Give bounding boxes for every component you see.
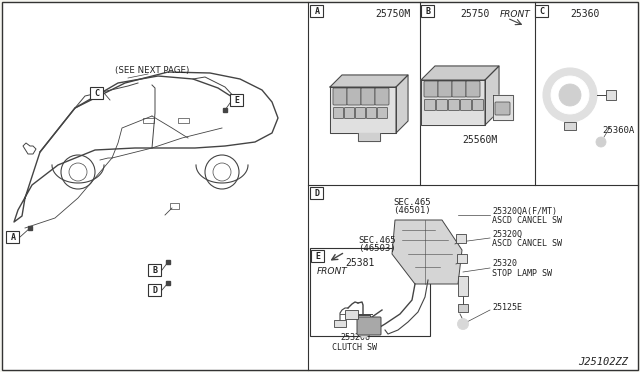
Text: (SEE NEXT PAGE): (SEE NEXT PAGE) bbox=[115, 65, 189, 74]
FancyBboxPatch shape bbox=[375, 88, 389, 105]
FancyBboxPatch shape bbox=[456, 234, 466, 243]
Polygon shape bbox=[421, 66, 499, 80]
FancyBboxPatch shape bbox=[457, 254, 467, 263]
Text: 25125E: 25125E bbox=[492, 302, 522, 311]
Circle shape bbox=[551, 76, 589, 114]
FancyBboxPatch shape bbox=[438, 81, 452, 97]
Text: 25360: 25360 bbox=[570, 9, 600, 19]
Text: 25750M: 25750M bbox=[375, 9, 410, 19]
Text: 25360A: 25360A bbox=[602, 125, 634, 135]
FancyBboxPatch shape bbox=[6, 231, 19, 243]
Circle shape bbox=[543, 68, 597, 122]
Text: (46501): (46501) bbox=[393, 205, 431, 215]
FancyBboxPatch shape bbox=[333, 108, 344, 119]
Text: 25320Q: 25320Q bbox=[492, 230, 522, 238]
Polygon shape bbox=[485, 66, 499, 125]
FancyBboxPatch shape bbox=[535, 5, 548, 17]
Text: 25750: 25750 bbox=[460, 9, 490, 19]
FancyBboxPatch shape bbox=[452, 81, 466, 97]
FancyBboxPatch shape bbox=[310, 248, 430, 336]
Polygon shape bbox=[493, 95, 513, 120]
Circle shape bbox=[596, 137, 606, 147]
Text: B: B bbox=[152, 266, 157, 275]
FancyBboxPatch shape bbox=[361, 88, 375, 105]
FancyBboxPatch shape bbox=[355, 108, 365, 119]
FancyBboxPatch shape bbox=[230, 94, 243, 106]
FancyBboxPatch shape bbox=[421, 5, 434, 17]
Circle shape bbox=[251, 108, 265, 122]
FancyBboxPatch shape bbox=[170, 203, 179, 209]
FancyBboxPatch shape bbox=[367, 108, 376, 119]
Text: A: A bbox=[314, 7, 319, 16]
FancyBboxPatch shape bbox=[148, 264, 161, 276]
FancyBboxPatch shape bbox=[564, 122, 576, 130]
FancyBboxPatch shape bbox=[345, 310, 358, 319]
Circle shape bbox=[559, 84, 581, 106]
Text: ASCD CANCEL SW: ASCD CANCEL SW bbox=[492, 215, 562, 224]
Polygon shape bbox=[358, 133, 380, 141]
Text: J25102ZZ: J25102ZZ bbox=[578, 357, 628, 367]
Polygon shape bbox=[392, 220, 462, 284]
Text: SEC.465: SEC.465 bbox=[393, 198, 431, 206]
FancyBboxPatch shape bbox=[424, 81, 438, 97]
Text: 25320QA(F/MT): 25320QA(F/MT) bbox=[492, 206, 557, 215]
FancyBboxPatch shape bbox=[424, 99, 435, 110]
FancyBboxPatch shape bbox=[466, 81, 480, 97]
FancyBboxPatch shape bbox=[344, 108, 355, 119]
Polygon shape bbox=[23, 143, 36, 154]
Circle shape bbox=[360, 328, 369, 337]
Text: 25320: 25320 bbox=[492, 260, 517, 269]
Text: D: D bbox=[314, 189, 319, 198]
Text: (46503): (46503) bbox=[358, 244, 396, 253]
Text: FRONT: FRONT bbox=[317, 267, 348, 276]
Text: C: C bbox=[95, 89, 99, 98]
Circle shape bbox=[458, 318, 468, 330]
FancyBboxPatch shape bbox=[358, 315, 370, 323]
FancyBboxPatch shape bbox=[148, 284, 161, 296]
Polygon shape bbox=[421, 80, 485, 125]
Text: 25320U: 25320U bbox=[340, 334, 370, 343]
Text: E: E bbox=[234, 96, 239, 105]
Polygon shape bbox=[396, 75, 408, 133]
FancyBboxPatch shape bbox=[310, 187, 323, 199]
FancyBboxPatch shape bbox=[449, 99, 460, 110]
FancyBboxPatch shape bbox=[495, 102, 510, 115]
Text: A: A bbox=[10, 233, 15, 242]
FancyBboxPatch shape bbox=[334, 320, 346, 327]
Text: FRONT: FRONT bbox=[500, 10, 531, 19]
FancyBboxPatch shape bbox=[143, 118, 154, 123]
Text: SEC.465: SEC.465 bbox=[358, 235, 396, 244]
FancyBboxPatch shape bbox=[90, 87, 103, 99]
Text: 25381: 25381 bbox=[346, 258, 374, 268]
FancyBboxPatch shape bbox=[311, 250, 324, 262]
Text: E: E bbox=[316, 252, 321, 261]
FancyBboxPatch shape bbox=[461, 99, 472, 110]
Text: CLUTCH SW: CLUTCH SW bbox=[333, 343, 378, 352]
Text: 25560M: 25560M bbox=[462, 135, 498, 145]
Text: B: B bbox=[426, 7, 431, 16]
FancyBboxPatch shape bbox=[472, 99, 483, 110]
FancyBboxPatch shape bbox=[347, 88, 361, 105]
Polygon shape bbox=[330, 87, 396, 133]
FancyBboxPatch shape bbox=[378, 108, 387, 119]
FancyBboxPatch shape bbox=[357, 317, 381, 335]
FancyBboxPatch shape bbox=[458, 304, 468, 312]
FancyBboxPatch shape bbox=[310, 5, 323, 17]
Text: D: D bbox=[152, 286, 157, 295]
FancyBboxPatch shape bbox=[436, 99, 447, 110]
Polygon shape bbox=[330, 75, 408, 87]
FancyBboxPatch shape bbox=[458, 276, 468, 296]
Text: ASCD CANCEL SW: ASCD CANCEL SW bbox=[492, 238, 562, 247]
FancyBboxPatch shape bbox=[178, 118, 189, 123]
Text: C: C bbox=[540, 7, 545, 16]
Text: STOP LAMP SW: STOP LAMP SW bbox=[492, 269, 552, 278]
FancyBboxPatch shape bbox=[333, 88, 347, 105]
FancyBboxPatch shape bbox=[606, 90, 616, 100]
